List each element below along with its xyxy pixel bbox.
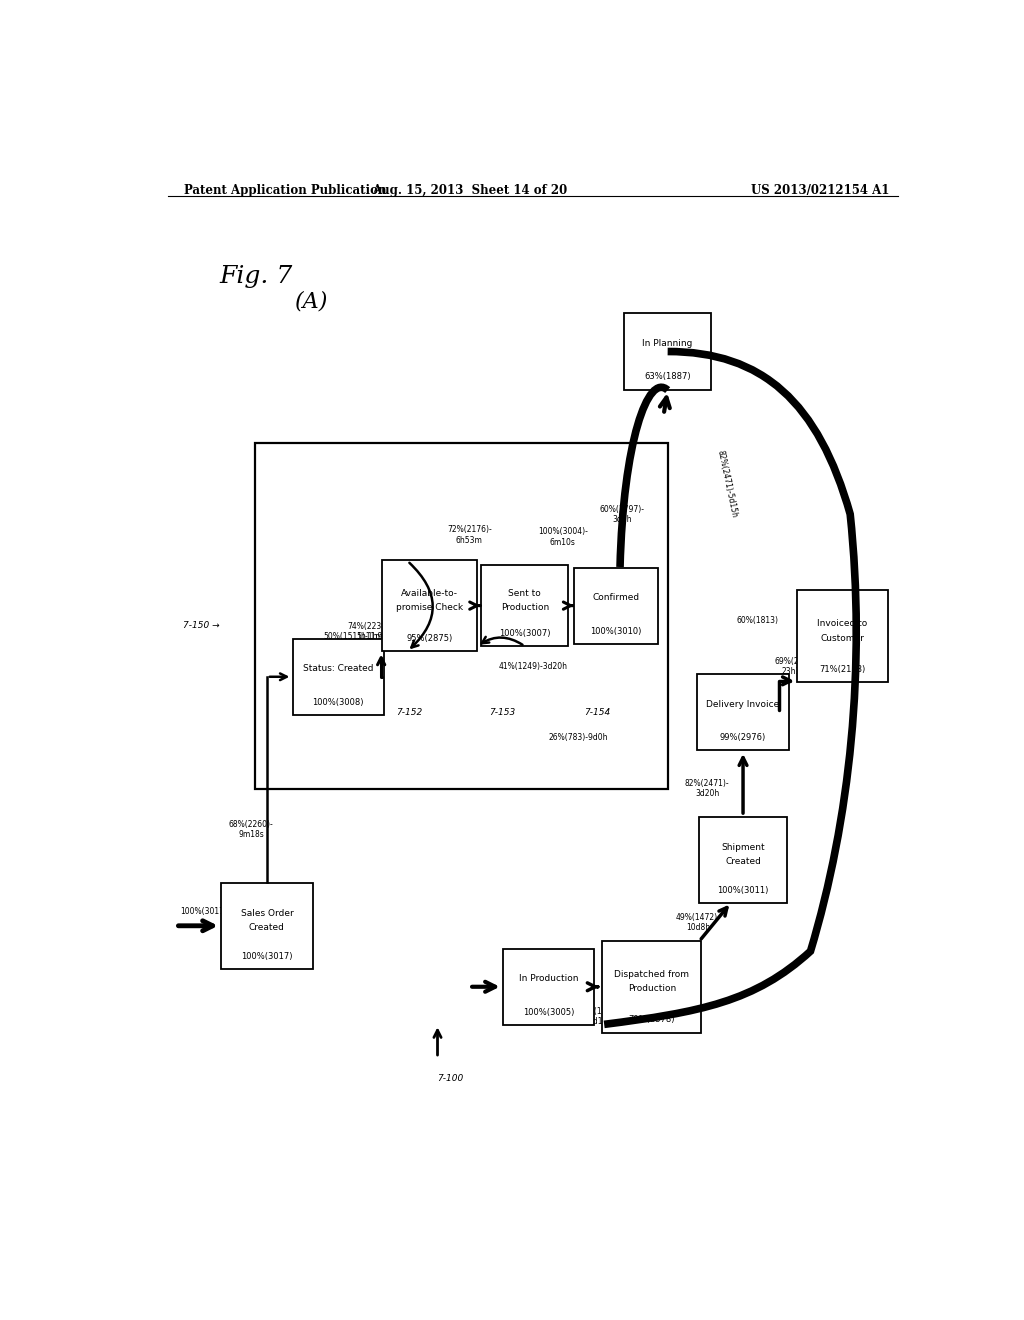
Text: 82%(2471)-5d15h: 82%(2471)-5d15h (715, 449, 738, 519)
Text: Production: Production (501, 603, 549, 612)
Text: 7-150 →: 7-150 → (182, 622, 219, 631)
FancyBboxPatch shape (574, 568, 657, 644)
FancyBboxPatch shape (503, 949, 594, 1024)
Text: Patent Application Publication: Patent Application Publication (183, 183, 386, 197)
Text: 26%(783)-9d0h: 26%(783)-9d0h (549, 733, 608, 742)
Text: 74%(2239)-
5h11m: 74%(2239)- 5h11m (347, 622, 392, 642)
Text: Created: Created (725, 857, 761, 866)
Text: 7-154: 7-154 (585, 708, 610, 717)
Text: 7-153: 7-153 (489, 708, 515, 717)
Text: Fig. 7: Fig. 7 (219, 265, 293, 288)
Text: Created: Created (249, 923, 285, 932)
FancyBboxPatch shape (221, 883, 312, 969)
Text: 68%(2260)-
9m18s: 68%(2260)- 9m18s (228, 820, 273, 840)
Text: 95%(2875): 95%(2875) (407, 634, 453, 643)
Text: 56%(1689)-
3d18h: 56%(1689)- 3d18h (578, 1007, 623, 1027)
Text: Customer: Customer (820, 634, 864, 643)
Text: Shipment: Shipment (721, 843, 765, 851)
Text: 60%(1797)-
3d5h: 60%(1797)- 3d5h (600, 506, 645, 524)
Text: Status: Created: Status: Created (303, 664, 374, 673)
Text: 100%(3011): 100%(3011) (718, 886, 769, 895)
Text: US 2013/0212154 A1: US 2013/0212154 A1 (752, 183, 890, 197)
Text: Available-to-: Available-to- (401, 589, 458, 598)
Text: 69%(2078)-
23h18m: 69%(2078)- 23h18m (774, 657, 819, 676)
Text: 100%(3017): 100%(3017) (241, 952, 293, 961)
FancyBboxPatch shape (797, 590, 888, 682)
FancyBboxPatch shape (255, 444, 668, 788)
Text: 41%(1249)-3d20h: 41%(1249)-3d20h (499, 661, 567, 671)
FancyBboxPatch shape (697, 675, 788, 751)
Text: 7-151: 7-151 (303, 708, 329, 717)
FancyBboxPatch shape (293, 639, 384, 715)
Text: 63%(1887): 63%(1887) (644, 372, 691, 381)
Text: Sales Order: Sales Order (241, 909, 293, 919)
Text: 100%(3017): 100%(3017) (180, 907, 227, 916)
Text: 72%(2176)-
6h53m: 72%(2176)- 6h53m (446, 525, 492, 545)
FancyBboxPatch shape (602, 941, 701, 1032)
FancyBboxPatch shape (481, 565, 568, 647)
Text: 99%(2976): 99%(2976) (720, 734, 766, 742)
Text: Sent to: Sent to (509, 589, 541, 598)
Text: In Planning: In Planning (642, 339, 693, 348)
Text: 7-100: 7-100 (437, 1073, 464, 1082)
Text: promise Check: promise Check (396, 603, 463, 612)
Text: 79%(2378): 79%(2378) (629, 1015, 675, 1024)
Text: (A): (A) (295, 290, 328, 313)
FancyBboxPatch shape (382, 560, 477, 651)
Text: 7-152: 7-152 (396, 708, 423, 717)
Text: 60%(1813): 60%(1813) (736, 616, 778, 626)
Text: 71%(2128): 71%(2128) (819, 665, 865, 673)
Text: 100%(3007): 100%(3007) (499, 630, 551, 638)
Text: 82%(2471)-
3d20h: 82%(2471)- 3d20h (685, 779, 729, 799)
FancyBboxPatch shape (624, 313, 712, 389)
Text: Invoiced to: Invoiced to (817, 619, 867, 628)
Text: 49%(1472)-
10d8h: 49%(1472)- 10d8h (676, 913, 720, 932)
Text: Dispatched from: Dispatched from (614, 970, 689, 979)
Text: Production: Production (628, 985, 676, 993)
Text: Aug. 15, 2013  Sheet 14 of 20: Aug. 15, 2013 Sheet 14 of 20 (372, 183, 567, 197)
Text: Confirmed: Confirmed (593, 593, 640, 602)
Text: 100%(3008): 100%(3008) (312, 698, 365, 706)
Text: 50%(1511)-1h9m: 50%(1511)-1h9m (324, 631, 390, 640)
Text: In Production: In Production (519, 974, 579, 983)
Text: 100%(3004)-
6m10s: 100%(3004)- 6m10s (538, 527, 588, 546)
Text: 100%(3010): 100%(3010) (591, 627, 642, 636)
FancyBboxPatch shape (699, 817, 786, 903)
Text: Delivery Invoice: Delivery Invoice (707, 700, 779, 709)
Text: 100%(3005): 100%(3005) (523, 1007, 574, 1016)
